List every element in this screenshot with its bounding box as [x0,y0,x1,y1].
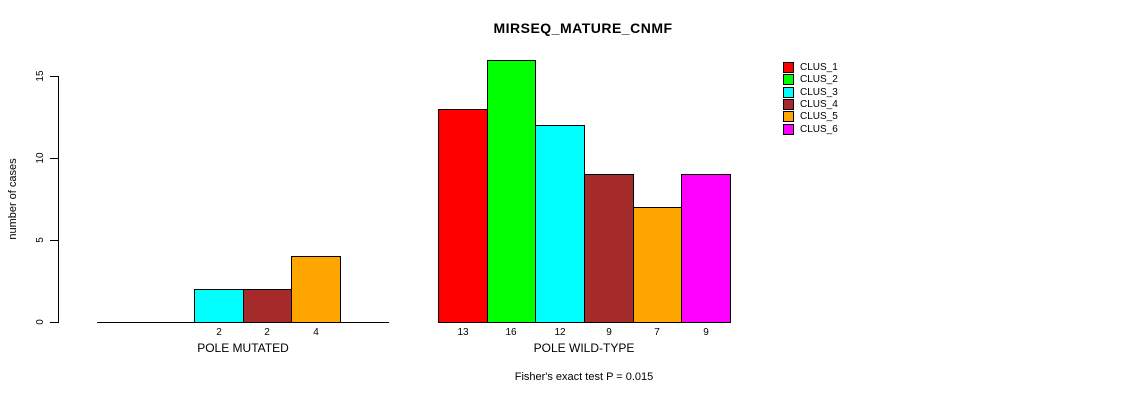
bar-value-label: 2 [264,327,270,338]
legend-swatch-clus_4 [783,99,794,110]
y-axis-tick-label: 10 [35,152,46,164]
legend-label: CLUS_3 [800,87,838,98]
bar-clus_1-pole-wild-type [438,109,488,323]
y-axis-tick-label: 15 [35,70,46,82]
bar-clus_3-pole-mutated [194,289,244,323]
bar-value-label: 12 [554,327,566,338]
legend-swatch-clus_6 [783,124,794,135]
legend-label: CLUS_4 [800,99,838,110]
chart-title: MIRSEQ_MATURE_CNMF [493,20,673,36]
y-axis-tick [50,158,58,159]
legend-label: CLUS_1 [800,62,838,73]
bar-clus_6-pole-wild-type [681,174,731,323]
y-axis-tick [50,240,58,241]
bar-clus_3-pole-wild-type [535,125,585,323]
bar-value-label: 9 [703,327,709,338]
legend-swatch-clus_3 [783,87,794,98]
y-axis-tick [50,76,58,77]
legend-swatch-clus_2 [783,74,794,85]
y-axis-line [58,76,59,323]
bar-clus_4-pole-mutated [243,289,292,323]
bar-value-label: 9 [606,327,612,338]
bar-clus_4-pole-wild-type [584,174,634,323]
bar-value-label: 13 [457,327,469,338]
y-axis-label: number of cases [7,158,19,240]
bar-value-label: 2 [216,327,222,338]
bar-value-label: 16 [505,327,517,338]
legend-label: CLUS_6 [800,124,838,135]
bar-clus_5-pole-mutated [291,256,341,323]
group-axis-label: POLE WILD-TYPE [533,341,635,355]
y-axis-tick-label: 0 [35,319,46,325]
bar-value-label: 4 [313,327,319,338]
bar-clus_5-pole-wild-type [633,207,682,323]
legend-label: CLUS_2 [800,74,838,85]
legend-swatch-clus_5 [783,111,794,122]
bar-clus_2-pole-wild-type [487,60,536,323]
group-axis-label: POLE MUTATED [197,341,289,355]
legend-swatch-clus_1 [783,62,794,73]
legend-label: CLUS_5 [800,111,838,122]
fisher-test-note: Fisher's exact test P = 0.015 [514,371,654,383]
y-axis-tick [50,322,58,323]
bar-value-label: 7 [654,327,660,338]
y-axis-tick-label: 5 [35,237,46,243]
